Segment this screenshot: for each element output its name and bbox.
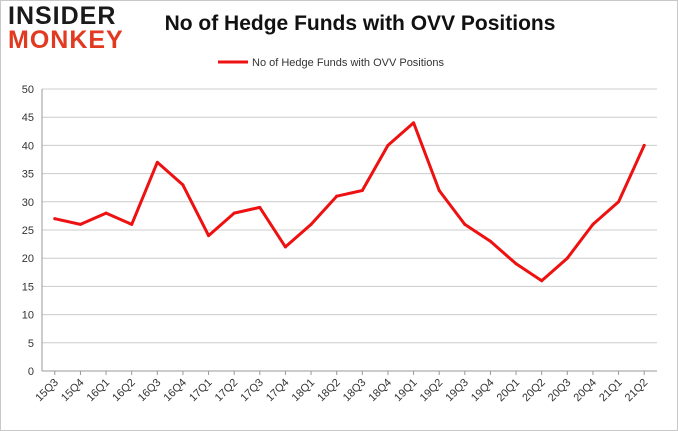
x-tick-label: 19Q1 (392, 377, 420, 405)
x-tick-label: 18Q2 (315, 377, 343, 405)
x-tick-label: 15Q4 (59, 377, 87, 405)
data-point (514, 262, 518, 266)
x-tick-label: 19Q2 (418, 377, 446, 405)
x-tick-label: 15Q3 (33, 377, 61, 405)
logo-line-2: MONKEY (8, 26, 124, 54)
data-point (53, 217, 57, 221)
data-point (412, 121, 416, 125)
legend-label: No of Hedge Funds with OVV Positions (252, 57, 444, 69)
y-tick-label: 10 (22, 310, 34, 322)
data-point (181, 183, 185, 187)
x-tick-label: 21Q1 (597, 377, 625, 405)
x-tick-label: 19Q3 (443, 377, 471, 405)
series-group (53, 121, 646, 283)
x-tick-label: 16Q3 (136, 377, 164, 405)
data-point (642, 143, 646, 147)
x-tick-label: 17Q2 (213, 377, 241, 405)
data-point (258, 205, 262, 209)
x-tick-label: 17Q4 (264, 377, 292, 405)
data-point (437, 189, 441, 193)
data-point (463, 222, 467, 226)
x-tick-label: 16Q1 (85, 377, 113, 405)
data-point (488, 239, 492, 243)
x-tick-label: 20Q3 (546, 377, 574, 405)
data-point (617, 200, 621, 204)
data-point (309, 222, 313, 226)
x-tick-label: 20Q1 (495, 377, 523, 405)
data-point (207, 234, 211, 238)
legend: No of Hedge Funds with OVV Positions (218, 57, 444, 69)
data-point (155, 160, 159, 164)
data-point (386, 143, 390, 147)
logo-line-1: INSIDER (8, 2, 117, 30)
y-tick-label: 5 (28, 338, 34, 350)
x-tick-label: 18Q1 (290, 377, 318, 405)
x-tick-label: 19Q4 (469, 377, 497, 405)
data-point (565, 256, 569, 260)
data-point (104, 211, 108, 215)
x-tick-label: 20Q4 (572, 377, 600, 405)
y-tick-label: 0 (28, 366, 34, 378)
x-axis-ticks: 15Q315Q416Q116Q216Q316Q417Q117Q217Q317Q4… (33, 371, 650, 404)
series-line (53, 121, 646, 283)
y-tick-label: 30 (22, 197, 34, 209)
insider-monkey-logo: INSIDER MONKEY (8, 4, 126, 54)
y-tick-label: 25 (22, 225, 34, 237)
gridlines (41, 88, 657, 372)
x-tick-label: 16Q2 (110, 377, 138, 405)
y-tick-label: 50 (22, 84, 34, 96)
x-tick-label: 17Q1 (187, 377, 215, 405)
x-tick-label: 16Q4 (162, 377, 190, 405)
data-point (591, 222, 595, 226)
y-tick-label: 20 (22, 253, 34, 265)
y-tick-label: 40 (22, 140, 34, 152)
x-tick-label: 17Q3 (238, 377, 266, 405)
chart-title: No of Hedge Funds with OVV Positions (164, 12, 556, 35)
x-tick-label: 18Q3 (341, 377, 369, 405)
data-point (232, 211, 236, 215)
data-point (78, 222, 82, 226)
data-point (283, 245, 287, 249)
y-axis-ticks: 0 5 10 15 20 25 30 35 40 45 50 (22, 84, 34, 378)
data-point (130, 222, 134, 226)
data-point (360, 189, 364, 193)
data-point (335, 194, 339, 198)
x-tick-label: 18Q4 (367, 377, 395, 405)
data-point (540, 279, 544, 283)
y-tick-label: 35 (22, 169, 34, 181)
y-tick-label: 45 (22, 112, 34, 124)
x-tick-label: 20Q2 (520, 377, 548, 405)
x-tick-label: 21Q2 (623, 377, 651, 405)
y-tick-label: 15 (22, 281, 34, 293)
